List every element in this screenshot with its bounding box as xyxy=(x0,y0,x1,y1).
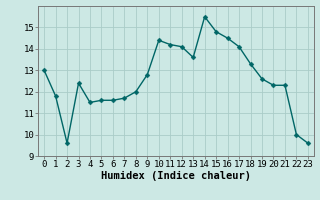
X-axis label: Humidex (Indice chaleur): Humidex (Indice chaleur) xyxy=(101,171,251,181)
